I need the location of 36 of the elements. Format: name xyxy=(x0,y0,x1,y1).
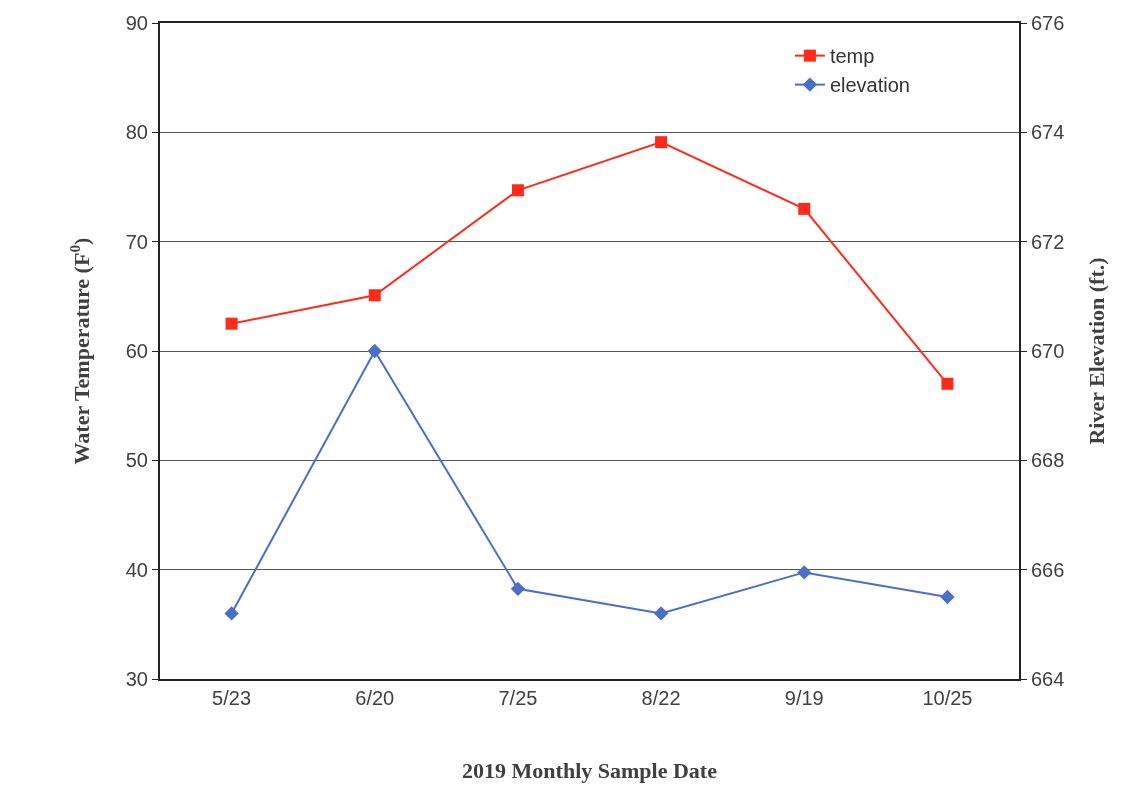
y2-tick-label: 664 xyxy=(1031,668,1065,690)
point xyxy=(368,289,381,302)
y-tick-label: 80 xyxy=(125,121,148,144)
x-tick-label: 5/23 xyxy=(212,687,252,709)
x-axis-title: 2019 Monthly Sample Date xyxy=(462,758,718,784)
y-tick-label: 90 xyxy=(125,12,148,34)
point xyxy=(797,565,812,580)
legend-label: elevation xyxy=(829,74,910,97)
y-tick-label: 40 xyxy=(125,558,148,581)
x-tick-label: 6/20 xyxy=(355,687,395,709)
point xyxy=(653,606,669,621)
point xyxy=(510,581,526,596)
y-tick-label: 30 xyxy=(125,668,148,690)
y2-tick-label: 674 xyxy=(1031,121,1065,144)
point xyxy=(941,377,954,390)
x-tick-label: 9/19 xyxy=(784,687,824,709)
y-tick-label: 50 xyxy=(125,449,148,472)
point xyxy=(225,317,238,330)
y-tick-label: 60 xyxy=(125,340,148,362)
y2-tick-label: 666 xyxy=(1031,558,1065,581)
point xyxy=(367,343,382,359)
y2-tick-label: 676 xyxy=(1031,12,1065,34)
x-tick-label: 8/22 xyxy=(641,687,681,709)
point xyxy=(940,589,955,605)
point xyxy=(224,606,239,621)
x-tick-label: 7/25 xyxy=(498,687,538,709)
x-tick-label: 10/25 xyxy=(922,687,973,709)
y2-tick-label: 670 xyxy=(1031,340,1065,362)
y-tick-label: 70 xyxy=(125,230,148,253)
point xyxy=(798,202,811,215)
y2-tick-label: 672 xyxy=(1031,230,1065,253)
point xyxy=(655,136,668,149)
y2-axis-title: River Elevation (ft.) xyxy=(1083,257,1109,445)
point xyxy=(511,184,524,197)
y2-tick-label: 668 xyxy=(1031,449,1065,472)
legend-label: temp xyxy=(829,45,875,68)
